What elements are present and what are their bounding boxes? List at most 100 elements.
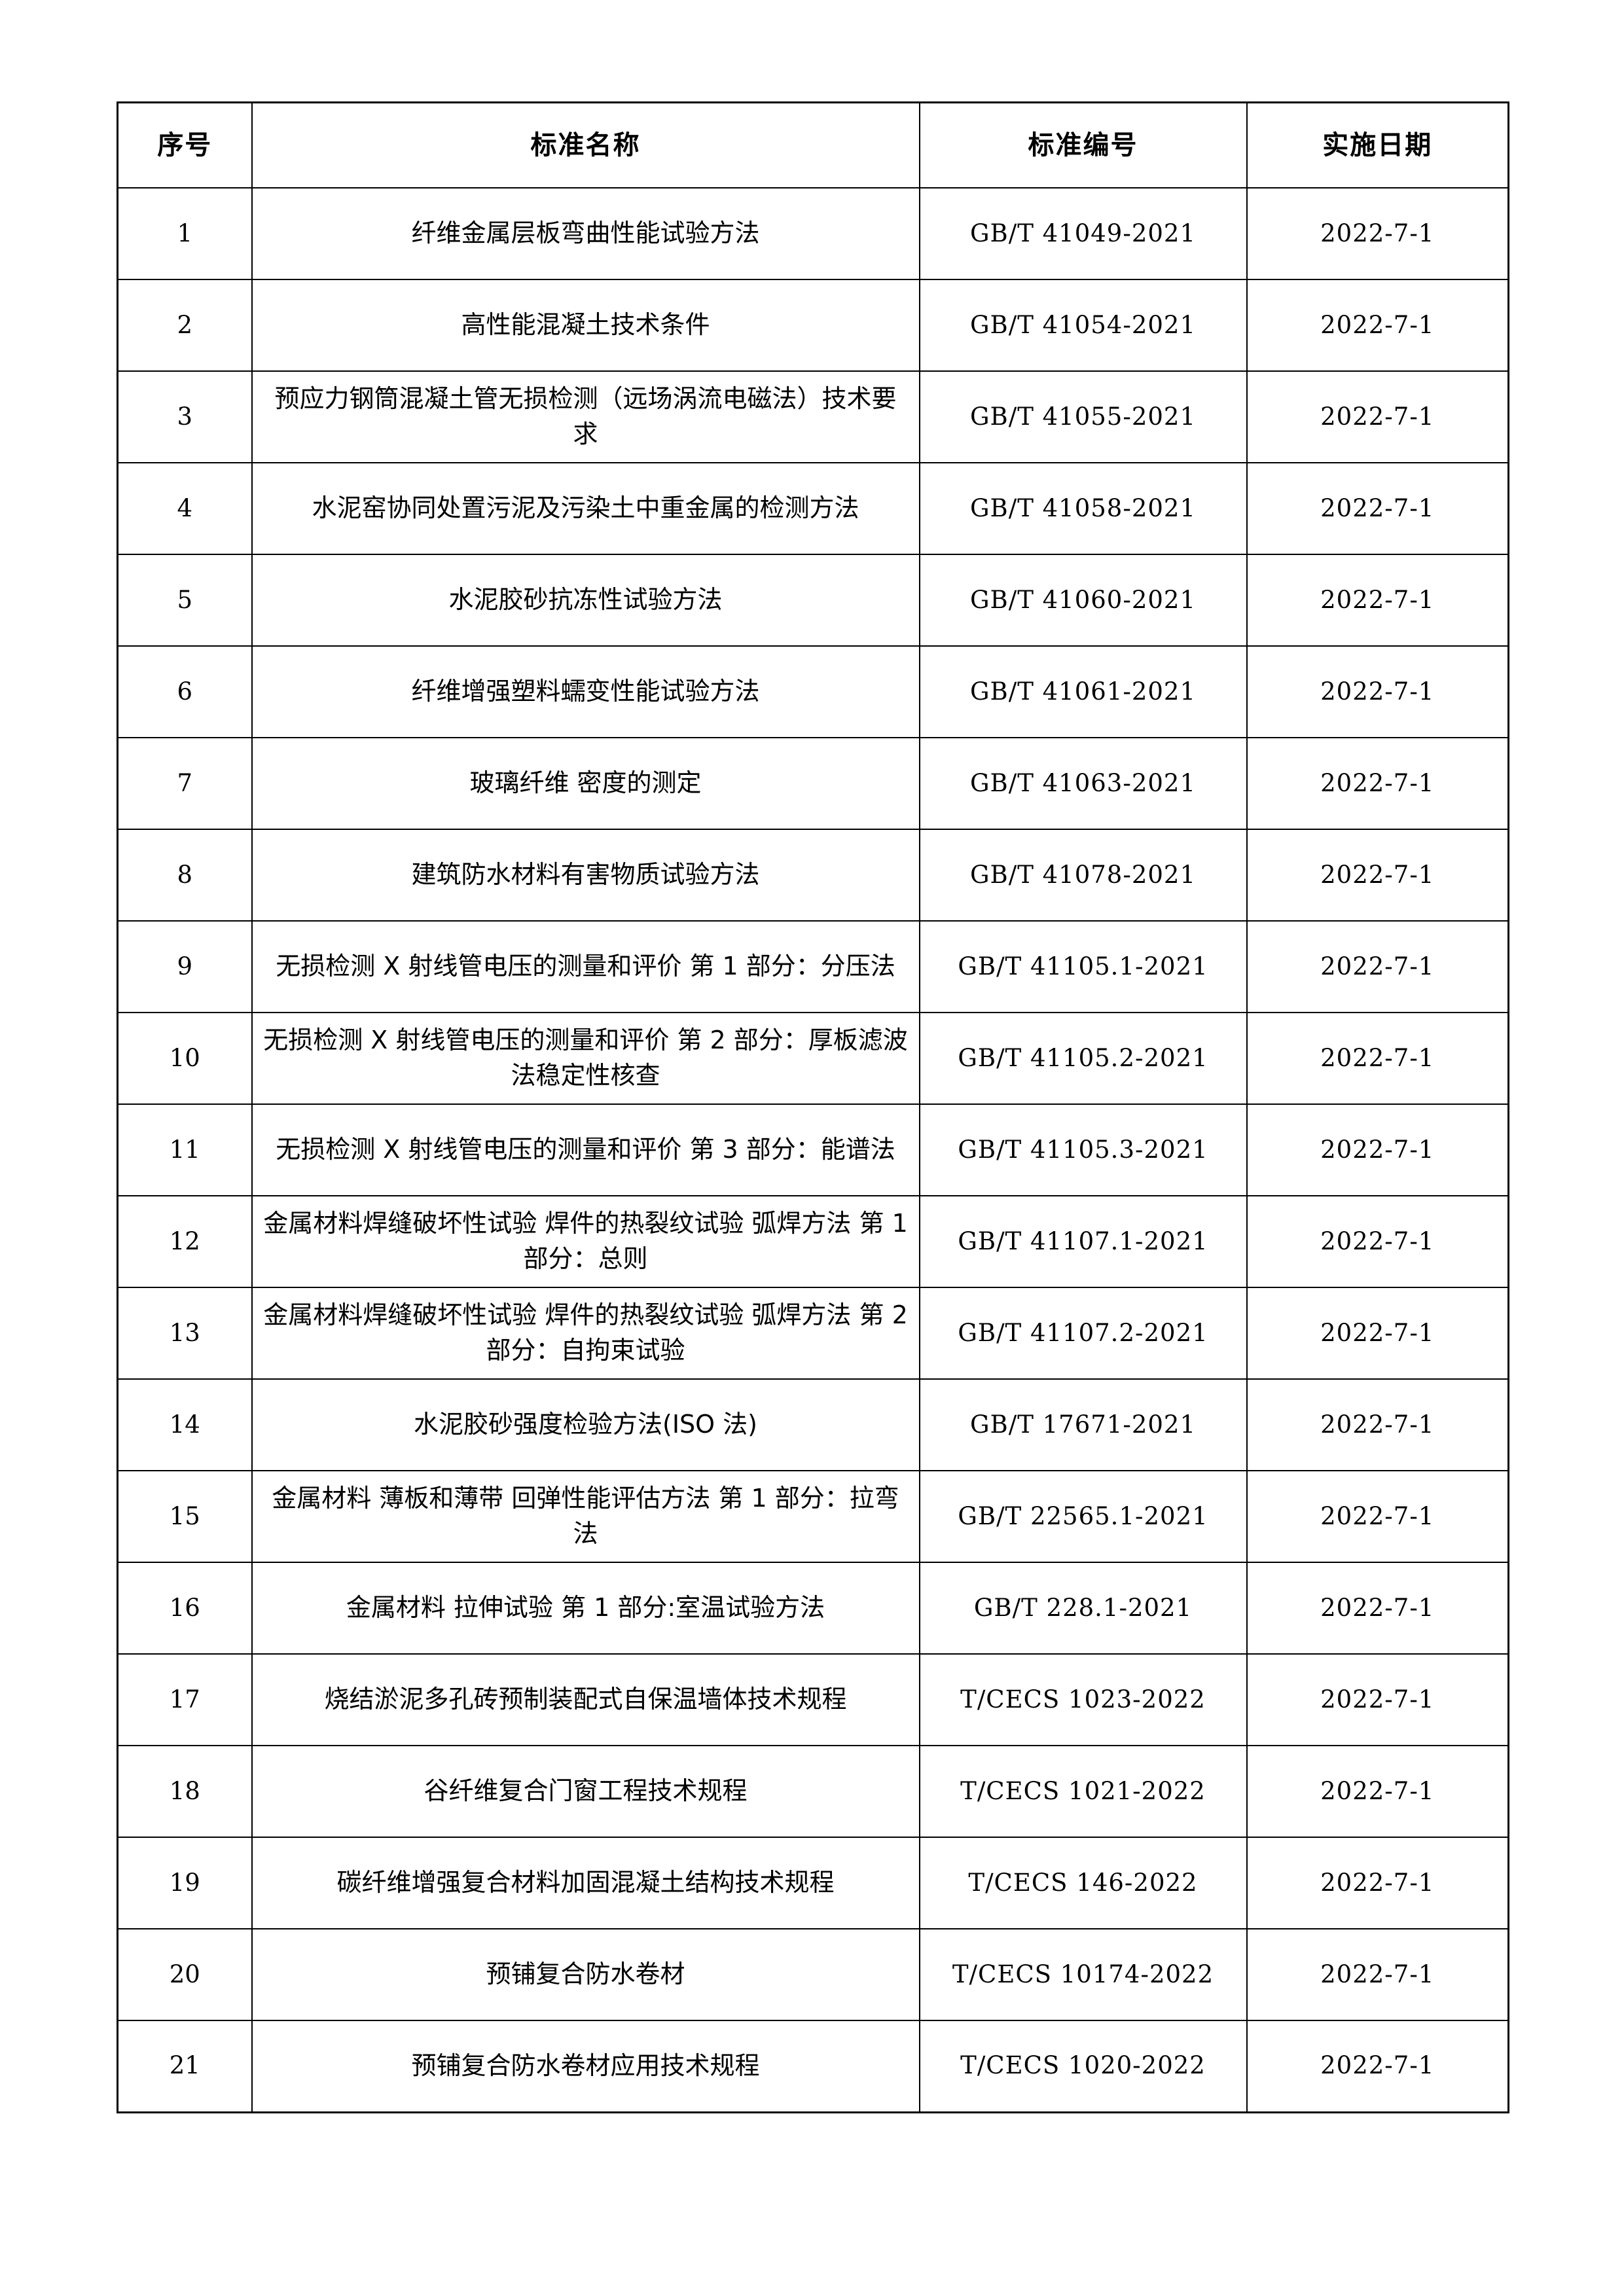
table-row: 7 玻璃纤维 密度的测定 GB/T 41063-2021 2022-7-1	[117, 737, 1509, 830]
cell-standard-code: GB/T 41105.2-2021	[918, 1012, 1248, 1105]
cell-effective-date: 2022-7-1	[1246, 2020, 1509, 2113]
table-row: 9 无损检测 X 射线管电压的测量和评价 第 1 部分：分压法 GB/T 41105…	[117, 920, 1509, 1013]
standard-name-text: 预应力钢筒混凝土管无损检测（远场涡流电磁法）技术要求	[274, 384, 897, 448]
cell-standard-name: 金属材料焊缝破坏性试验 焊件的热裂纹试验 弧焊方法 第 2 部分：自拘束试验	[251, 1287, 920, 1380]
standard-name-text: 水泥窑协同处置污泥及污染土中重金属的检测方法	[312, 493, 859, 523]
cell-seq: 18	[117, 1745, 253, 1838]
standard-name-text: 碳纤维增强复合材料加固混凝土结构技术规程	[336, 1868, 835, 1897]
cell-standard-name: 预铺复合防水卷材	[251, 1928, 920, 2021]
cell-effective-date: 2022-7-1	[1246, 1928, 1509, 2021]
column-header-seq: 序号	[117, 101, 253, 188]
cell-effective-date: 2022-7-1	[1246, 462, 1509, 555]
cell-standard-code: GB/T 41060-2021	[918, 554, 1248, 647]
cell-effective-date: 2022-7-1	[1246, 187, 1509, 280]
table-row: 4 水泥窑协同处置污泥及污染土中重金属的检测方法 GB/T 41058-2021 20…	[117, 462, 1509, 555]
table-row: 20 预铺复合防水卷材 T/CECS 10174-2022 2022-7-1	[117, 1928, 1509, 2021]
cell-standard-code: T/CECS 1023-2022	[918, 1653, 1248, 1746]
cell-seq: 6	[117, 645, 253, 738]
cell-standard-name: 无损检测 X 射线管电压的测量和评价 第 2 部分：厚板滤波法稳定性核查	[251, 1012, 920, 1105]
table-row: 21 预铺复合防水卷材应用技术规程 T/CECS 1020-2022 2022-7-1	[117, 2020, 1509, 2113]
cell-standard-code: GB/T 17671-2021	[918, 1378, 1248, 1471]
cell-standard-name: 烧结淤泥多孔砖预制装配式自保温墙体技术规程	[251, 1653, 920, 1746]
cell-effective-date: 2022-7-1	[1246, 279, 1509, 372]
cell-effective-date: 2022-7-1	[1246, 1287, 1509, 1380]
cell-standard-name: 无损检测 X 射线管电压的测量和评价 第 1 部分：分压法	[251, 920, 920, 1013]
cell-seq: 1	[117, 187, 253, 280]
cell-standard-name: 纤维增强塑料蠕变性能试验方法	[251, 645, 920, 738]
cell-effective-date: 2022-7-1	[1246, 645, 1509, 738]
cell-standard-code: T/CECS 146-2022	[918, 1837, 1248, 1929]
standard-name-text: 无损检测 X 射线管电压的测量和评价 第 2 部分：厚板滤波法稳定性核查	[263, 1026, 908, 1090]
cell-seq: 14	[117, 1378, 253, 1471]
standard-name-text: 金属材料 拉伸试验 第 1 部分:室温试验方法	[346, 1593, 825, 1623]
cell-seq: 20	[117, 1928, 253, 2021]
cell-standard-name: 金属材料焊缝破坏性试验 焊件的热裂纹试验 弧焊方法 第 1 部分：总则	[251, 1195, 920, 1288]
cell-standard-code: GB/T 41105.3-2021	[918, 1103, 1248, 1196]
table-row: 18 谷纤维复合门窗工程技术规程 T/CECS 1021-2022 2022-7-1	[117, 1745, 1509, 1838]
table-row: 2 高性能混凝土技术条件 GB/T 41054-2021 2022-7-1	[117, 279, 1509, 372]
cell-seq: 19	[117, 1837, 253, 1929]
cell-standard-code: GB/T 41063-2021	[918, 737, 1248, 830]
cell-effective-date: 2022-7-1	[1246, 737, 1509, 830]
cell-standard-code: T/CECS 1020-2022	[918, 2020, 1248, 2113]
cell-seq: 4	[117, 462, 253, 555]
standard-name-text: 水泥胶砂强度检验方法(ISO 法)	[414, 1410, 757, 1439]
cell-standard-code: GB/T 41055-2021	[918, 370, 1248, 463]
table-row: 13 金属材料焊缝破坏性试验 焊件的热裂纹试验 弧焊方法 第 2 部分：自拘束试验…	[117, 1287, 1509, 1380]
table-body: 1 纤维金属层板弯曲性能试验方法 GB/T 41049-2021 2022-7-1 2 高…	[117, 187, 1509, 2113]
cell-effective-date: 2022-7-1	[1246, 1745, 1509, 1838]
cell-standard-code: GB/T 41049-2021	[918, 187, 1248, 280]
cell-standard-code: GB/T 41107.2-2021	[918, 1287, 1248, 1380]
cell-standard-name: 水泥胶砂强度检验方法(ISO 法)	[251, 1378, 920, 1471]
cell-standard-code: GB/T 22565.1-2021	[918, 1470, 1248, 1563]
standard-name-text: 高性能混凝土技术条件	[461, 310, 710, 340]
standard-name-text: 金属材料焊缝破坏性试验 焊件的热裂纹试验 弧焊方法 第 1 部分：总则	[263, 1209, 908, 1273]
standards-table: 序号 标准名称 标准编号 实施日期 1 纤维金属层板弯曲性能试验方法 GB/T 41…	[117, 101, 1509, 2113]
standard-name-text: 纤维金属层板弯曲性能试验方法	[411, 219, 760, 248]
cell-standard-name: 水泥胶砂抗冻性试验方法	[251, 554, 920, 647]
cell-seq: 13	[117, 1287, 253, 1380]
cell-seq: 7	[117, 737, 253, 830]
table-row: 6 纤维增强塑料蠕变性能试验方法 GB/T 41061-2021 2022-7-1	[117, 645, 1509, 738]
table-row: 1 纤维金属层板弯曲性能试验方法 GB/T 41049-2021 2022-7-1	[117, 187, 1509, 280]
standard-name-text: 烧结淤泥多孔砖预制装配式自保温墙体技术规程	[324, 1685, 847, 1714]
cell-effective-date: 2022-7-1	[1246, 370, 1509, 463]
table-row: 15 金属材料 薄板和薄带 回弹性能评估方法 第 1 部分：拉弯法 GB/T 225…	[117, 1470, 1509, 1563]
cell-standard-name: 无损检测 X 射线管电压的测量和评价 第 3 部分：能谱法	[251, 1103, 920, 1196]
table-header: 序号 标准名称 标准编号 实施日期	[117, 101, 1509, 188]
cell-seq: 17	[117, 1653, 253, 1746]
cell-standard-name: 预铺复合防水卷材应用技术规程	[251, 2020, 920, 2113]
table-row: 11 无损检测 X 射线管电压的测量和评价 第 3 部分：能谱法 GB/T 4110…	[117, 1103, 1509, 1196]
table-row: 8 建筑防水材料有害物质试验方法 GB/T 41078-2021 2022-7-1	[117, 829, 1509, 922]
cell-seq: 5	[117, 554, 253, 647]
table-row: 19 碳纤维增强复合材料加固混凝土结构技术规程 T/CECS 146-2022 202…	[117, 1837, 1509, 1929]
cell-standard-code: T/CECS 1021-2022	[918, 1745, 1248, 1838]
cell-standard-name: 谷纤维复合门窗工程技术规程	[251, 1745, 920, 1838]
cell-seq: 12	[117, 1195, 253, 1288]
table-row: 12 金属材料焊缝破坏性试验 焊件的热裂纹试验 弧焊方法 第 1 部分：总则 GB/…	[117, 1195, 1509, 1288]
standard-name-text: 玻璃纤维 密度的测定	[469, 768, 702, 798]
cell-seq: 9	[117, 920, 253, 1013]
cell-effective-date: 2022-7-1	[1246, 1103, 1509, 1196]
standard-name-text: 水泥胶砂抗冻性试验方法	[448, 585, 723, 615]
cell-seq: 15	[117, 1470, 253, 1563]
cell-effective-date: 2022-7-1	[1246, 1012, 1509, 1105]
cell-standard-code: T/CECS 10174-2022	[918, 1928, 1248, 2021]
standard-name-text: 纤维增强塑料蠕变性能试验方法	[411, 677, 760, 706]
cell-standard-code: GB/T 41107.1-2021	[918, 1195, 1248, 1288]
standard-name-text: 金属材料 薄板和薄带 回弹性能评估方法 第 1 部分：拉弯法	[272, 1484, 899, 1548]
cell-effective-date: 2022-7-1	[1246, 1562, 1509, 1655]
table-row: 10 无损检测 X 射线管电压的测量和评价 第 2 部分：厚板滤波法稳定性核查 GB…	[117, 1012, 1509, 1105]
cell-seq: 11	[117, 1103, 253, 1196]
cell-standard-name: 预应力钢筒混凝土管无损检测（远场涡流电磁法）技术要求	[251, 370, 920, 463]
standard-name-text: 无损检测 X 射线管电压的测量和评价 第 3 部分：能谱法	[276, 1135, 895, 1164]
cell-seq: 2	[117, 279, 253, 372]
cell-effective-date: 2022-7-1	[1246, 920, 1509, 1013]
table-row: 16 金属材料 拉伸试验 第 1 部分:室温试验方法 GB/T 228.1-2021…	[117, 1562, 1509, 1655]
cell-seq: 21	[117, 2020, 253, 2113]
cell-standard-code: GB/T 228.1-2021	[918, 1562, 1248, 1655]
column-header-code: 标准编号	[918, 101, 1248, 188]
cell-effective-date: 2022-7-1	[1246, 554, 1509, 647]
cell-standard-name: 纤维金属层板弯曲性能试验方法	[251, 187, 920, 280]
